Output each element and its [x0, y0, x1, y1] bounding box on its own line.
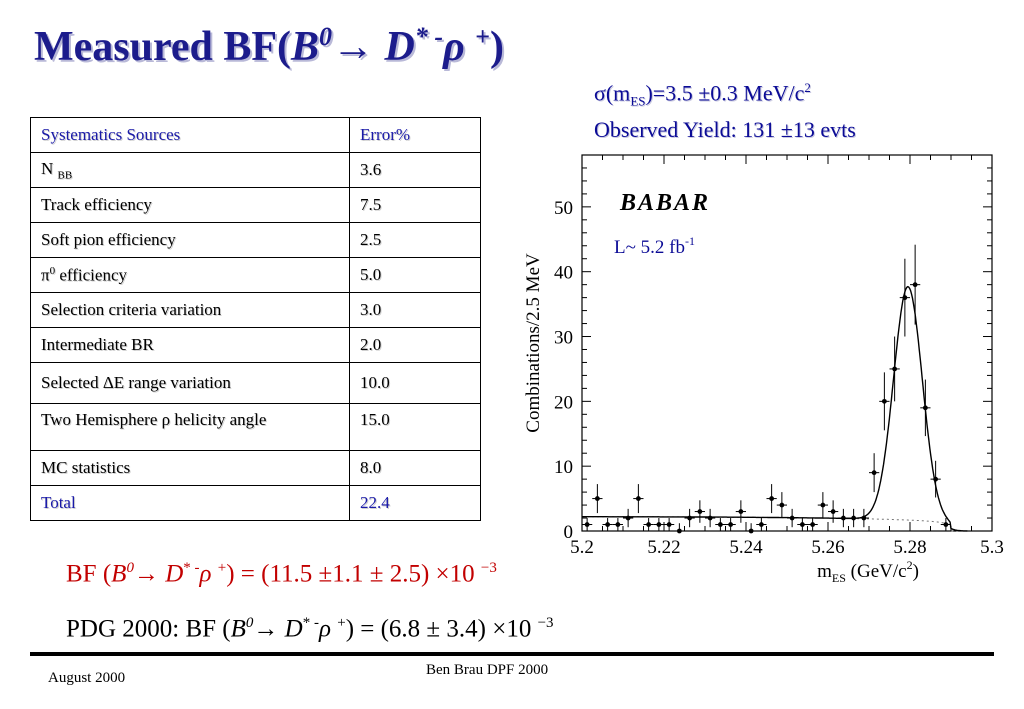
y-tick-label: 20: [554, 392, 573, 413]
data-point: [881, 398, 887, 404]
table-row: Two Hemisphere ρ helicity angle 15.0: [30, 403, 481, 451]
data-point: [892, 366, 898, 372]
row-source: MC statistics: [30, 450, 350, 486]
data-point: [656, 522, 662, 527]
table-row: Track efficiency 7.5: [30, 187, 481, 223]
row-error: 10.0: [349, 362, 481, 404]
data-point: [789, 515, 795, 521]
row-error: 3.6: [349, 152, 481, 188]
x-tick-label: 5.2: [570, 537, 594, 558]
data-point: [697, 509, 703, 514]
data-point: [676, 528, 682, 534]
y-tick-label: 40: [554, 263, 573, 284]
data-point: [871, 470, 877, 476]
row-error: 15.0: [349, 403, 481, 451]
footer-divider: [30, 652, 994, 656]
table-row: Soft pion efficiency 2.5: [30, 222, 481, 258]
observed-yield-text: Observed Yield: 131 ±13 evts: [594, 117, 856, 142]
measured-bf-result: BF (B0→ D* -ρ +) = (11.5 ±1.1 ± 2.5) ×10…: [66, 560, 497, 588]
row-source: Soft pion efficiency: [30, 222, 350, 258]
data-point: [840, 515, 846, 521]
row-source: Track efficiency: [30, 187, 350, 223]
page-title: Measured BF(B0→ D* -ρ +): [34, 22, 505, 70]
table-row: MC statistics 8.0: [30, 450, 481, 486]
data-point: [646, 522, 652, 527]
table-row: N BB 3.6: [30, 152, 481, 188]
x-tick-label: 5.3: [980, 537, 1004, 558]
x-axis-label: mES (GeV/c2): [817, 558, 919, 582]
table-row: π0 efficiency 5.0: [30, 257, 481, 293]
data-point: [666, 522, 672, 527]
y-tick-label: 30: [554, 328, 573, 349]
footer-date: August 2000: [48, 670, 126, 686]
babar-logo: BABAR: [619, 190, 710, 216]
data-point: [635, 496, 641, 501]
mass-resolution-text: σ(mES)=3.5 ±0.3 MeV/c2: [594, 80, 811, 109]
data-point: [707, 515, 713, 521]
data-point: [943, 522, 949, 527]
header-sources: Systematics Sources: [30, 117, 350, 153]
data-point: [810, 522, 816, 527]
data-point: [779, 502, 785, 508]
y-tick-label: 50: [554, 198, 573, 219]
row-source: π0 efficiency: [30, 257, 350, 293]
data-point: [861, 515, 867, 521]
data-point: [820, 502, 826, 508]
y-tick-label: 0: [564, 522, 574, 543]
total-label: Total: [30, 485, 350, 521]
row-source: Two Hemisphere ρ helicity angle: [30, 403, 350, 451]
data-point: [728, 522, 734, 527]
data-point: [758, 522, 764, 527]
data-point: [748, 528, 754, 534]
y-tick-label: 10: [554, 457, 573, 478]
mes-distribution-chart: 5.2 5.22 5.24 5.26 5.28 5.3 0 10 20 30 40 50 BABAR L~…: [523, 154, 1004, 582]
y-axis-label: Combinations/2.5 MeV: [523, 253, 544, 433]
background-fit-curve: [582, 516, 968, 532]
table-row: Selection criteria variation 3.0: [30, 292, 481, 328]
total-value: 22.4: [349, 485, 481, 521]
table-total-row: Total 22.4: [30, 485, 481, 521]
data-point: [830, 509, 836, 514]
table-row: Selected ΔE range variation 10.0: [30, 362, 481, 404]
table-row: Intermediate BR 2.0: [30, 327, 481, 363]
data-point: [902, 295, 908, 301]
data-point: [769, 496, 775, 501]
data-point: [594, 496, 600, 501]
data-point: [912, 282, 918, 288]
data-point: [605, 522, 611, 527]
x-tick-label: 5.28: [893, 537, 926, 558]
data-point: [922, 405, 928, 411]
data-point: [717, 522, 723, 527]
row-error: 5.0: [349, 257, 481, 293]
data-point: [933, 476, 939, 482]
data-point: [851, 515, 857, 521]
row-error: 8.0: [349, 450, 481, 486]
x-tick-label: 5.22: [647, 537, 680, 558]
data-point: [584, 522, 590, 527]
row-error: 7.5: [349, 187, 481, 223]
total-fit-curve: [582, 285, 968, 532]
luminosity-label: L~ 5.2 fb-1: [614, 234, 695, 258]
row-source: Intermediate BR: [30, 327, 350, 363]
row-error: 2.0: [349, 327, 481, 363]
systematics-table: Systematics Sources Error% N BB 3.6 Trac…: [30, 117, 481, 521]
header-error: Error%: [349, 117, 481, 153]
luminosity-sup: -1: [685, 234, 695, 248]
data-point: [738, 509, 744, 514]
row-source: Selection criteria variation: [30, 292, 350, 328]
data-point: [687, 515, 693, 521]
data-point: [799, 522, 805, 527]
row-error: 2.5: [349, 222, 481, 258]
row-source: Selected ΔE range variation: [30, 362, 350, 404]
row-source: N BB: [30, 152, 350, 188]
x-tick-label: 5.26: [811, 537, 844, 558]
table-header-row: Systematics Sources Error%: [30, 117, 481, 153]
x-tick-label: 5.24: [729, 537, 763, 558]
row-error: 3.0: [349, 292, 481, 328]
footer-author: Ben Brau DPF 2000: [426, 662, 549, 678]
pdg-bf-result: PDG 2000: BF (B0→ D* -ρ +) = (6.8 ± 3.4)…: [66, 615, 554, 643]
data-point: [615, 522, 621, 527]
data-point: [625, 515, 631, 521]
